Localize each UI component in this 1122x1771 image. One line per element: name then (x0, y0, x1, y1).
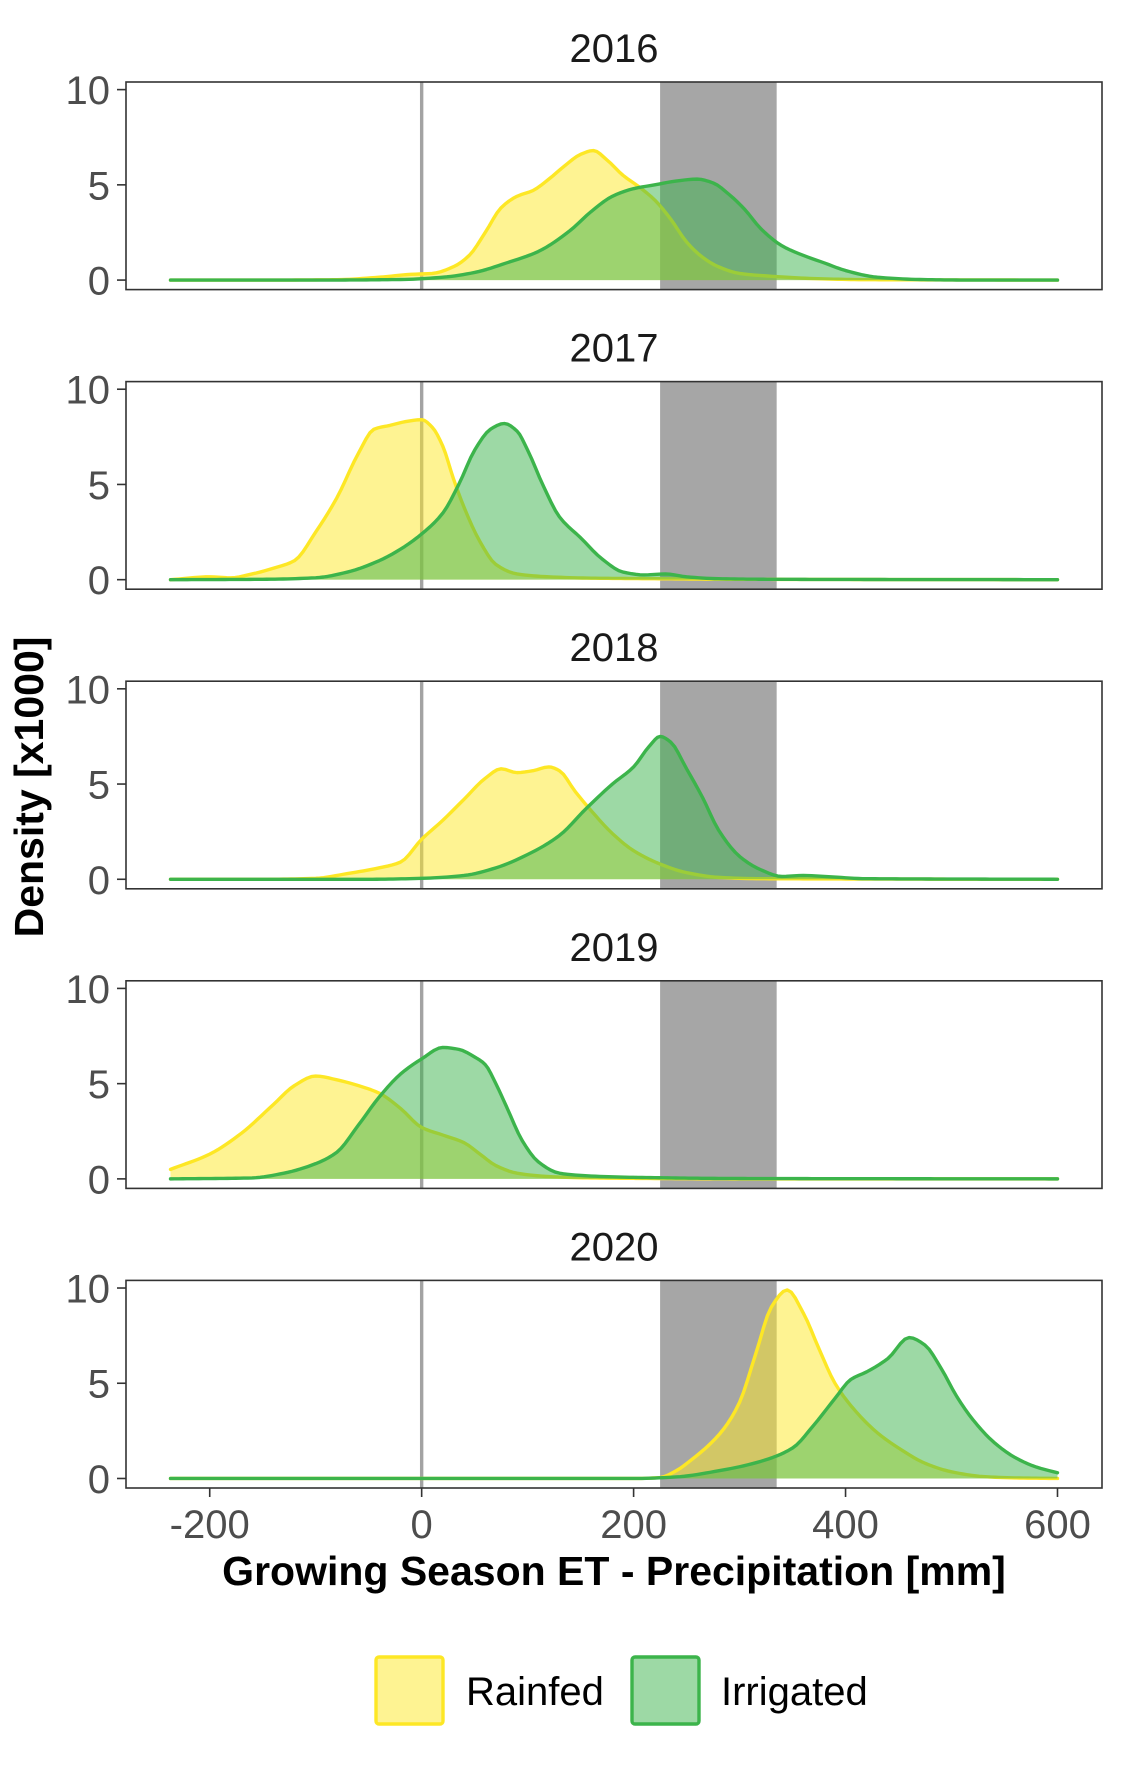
y-axis-title: Density [x1000] (6, 637, 52, 938)
x-tick-label: 400 (812, 1503, 879, 1547)
irrigated-density-area (170, 179, 1058, 281)
panel-border (125, 979, 1103, 1190)
irrigated-density-line (168, 421, 1060, 582)
irrigated-density-line (168, 1335, 1060, 1481)
y-tick-label: 10 (66, 69, 111, 113)
legend-label-irrigated: Irrigated (721, 1670, 868, 1714)
y-tick-label: 5 (88, 164, 110, 208)
panel-border (125, 1279, 1103, 1489)
panel-title: 2018 (570, 626, 659, 670)
x-tick-label: 200 (600, 1503, 667, 1547)
irrigated-density-area (170, 1047, 1058, 1179)
x-tick-label: -200 (170, 1503, 250, 1547)
facet-panel-2020: 2020 0 5 10 -200 0 200 400 600 (66, 1225, 1103, 1547)
x-tick-label: 0 (411, 1503, 433, 1547)
y-tick-label: 5 (88, 764, 110, 808)
facet-panels: 2016 0 5 10 2017 0 5 10 2018 0 5 10 2019 0 5 10 2020 0 5 10… (66, 27, 1103, 1547)
y-tick-label: 0 (88, 1458, 110, 1502)
panel-title: 2016 (570, 27, 659, 71)
irrigated-density-line (168, 734, 1060, 881)
facet-panel-2017: 2017 0 5 10 (66, 327, 1103, 603)
legend-key-irrigated (630, 1655, 701, 1726)
panel-border (125, 380, 1103, 591)
shaded-band (660, 381, 777, 590)
y-tick-label: 10 (66, 369, 111, 413)
irrigated-density-area (170, 1337, 1058, 1479)
irrigated-density-area (170, 736, 1058, 880)
x-axis-title: Growing Season ET - Precipitation [mm] (222, 1548, 1006, 1594)
y-tick-label: 10 (66, 968, 111, 1012)
panel-border (125, 81, 1103, 291)
irrigated-density-line (168, 1045, 1060, 1181)
legend: Rainfed Irrigated (374, 1655, 868, 1726)
x-tick-label: 600 (1024, 1503, 1091, 1547)
y-tick-label: 0 (88, 260, 110, 304)
y-tick-label: 5 (88, 1363, 110, 1407)
y-tick-label: 0 (88, 1158, 110, 1202)
y-tick-label: 5 (88, 1063, 110, 1107)
plot-background (126, 381, 1102, 590)
y-tick-label: 0 (88, 559, 110, 603)
panel-title: 2017 (570, 327, 659, 371)
legend-label-rainfed: Rainfed (466, 1670, 604, 1714)
y-tick-label: 0 (88, 859, 110, 903)
facet-panel-2018: 2018 0 5 10 (66, 626, 1103, 903)
panel-title: 2019 (570, 926, 659, 970)
y-tick-label: 5 (88, 464, 110, 508)
irrigated-density-line (168, 177, 1060, 282)
rainfed-density-area (170, 419, 1058, 580)
facet-panel-2016: 2016 0 5 10 (66, 27, 1103, 304)
shaded-band (660, 980, 777, 1189)
facet-panel-2019: 2019 0 5 10 (66, 926, 1103, 1202)
panel-title: 2020 (570, 1225, 659, 1269)
panel-border (125, 680, 1103, 890)
legend-key-rainfed (374, 1655, 445, 1726)
y-tick-label: 10 (66, 668, 111, 712)
y-tick-label: 10 (66, 1268, 111, 1312)
